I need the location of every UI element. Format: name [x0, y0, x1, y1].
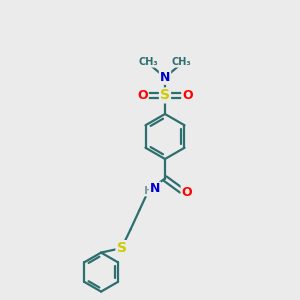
Text: N: N [150, 182, 160, 196]
Text: CH₃: CH₃ [171, 57, 191, 67]
Text: H: H [144, 185, 153, 196]
Text: S: S [116, 241, 127, 255]
Text: O: O [137, 89, 148, 102]
Text: O: O [182, 185, 192, 199]
Text: N: N [160, 71, 170, 84]
Text: CH₃: CH₃ [139, 57, 159, 67]
Text: S: S [160, 88, 170, 102]
Text: O: O [182, 89, 193, 102]
